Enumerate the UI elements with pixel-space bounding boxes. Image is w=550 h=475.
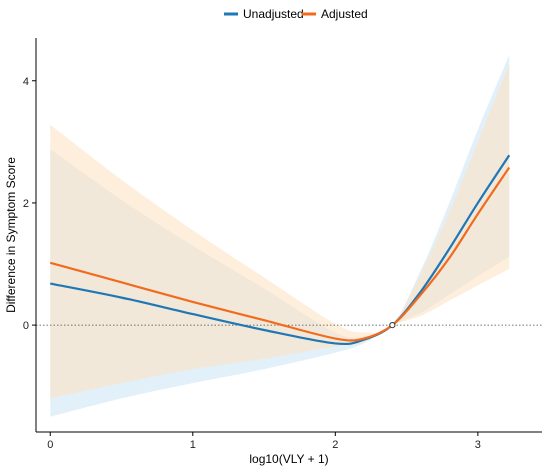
x-tick-label: 2 [332, 439, 338, 451]
ci-band-adjusted [50, 63, 510, 399]
y-tick-label: 2 [23, 198, 29, 210]
series-lines [49, 154, 511, 346]
x-tick-label: 0 [47, 439, 53, 451]
legend: Unadjusted Adjusted [224, 7, 368, 21]
x-axis-title: log10(VLY + 1) [249, 452, 328, 466]
legend-label-adjusted: Adjusted [321, 7, 368, 21]
series-line-unadjusted [50, 154, 511, 346]
legend-label-unadjusted: Unadjusted [243, 7, 304, 21]
y-tick-label: 0 [23, 320, 29, 332]
confidence-bands [50, 55, 510, 417]
reference-point-group [389, 322, 396, 329]
x-tick-label: 3 [475, 439, 481, 451]
y-axis-ticks: 0 2 4 [23, 76, 36, 332]
x-axis-ticks: 0 1 2 3 [47, 432, 481, 451]
y-tick-label: 4 [23, 76, 29, 88]
reference-point-marker [389, 322, 396, 329]
y-axis-title: Difference in Symptom Score [4, 157, 18, 313]
series-line-adjusted [49, 166, 511, 342]
x-tick-label: 1 [190, 439, 196, 451]
